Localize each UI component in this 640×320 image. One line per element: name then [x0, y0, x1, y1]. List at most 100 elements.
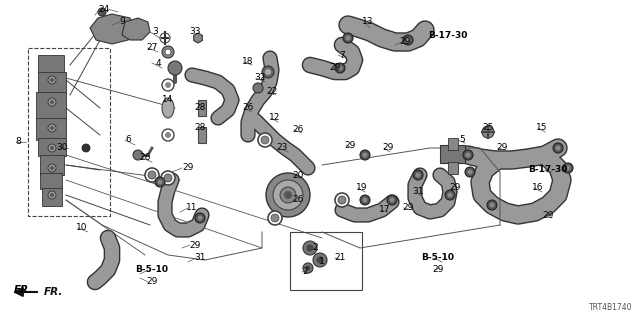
Bar — [38, 138, 66, 156]
Text: 29: 29 — [403, 204, 413, 212]
Text: 27: 27 — [147, 44, 157, 52]
Circle shape — [303, 241, 317, 255]
Circle shape — [482, 126, 494, 138]
Circle shape — [48, 98, 56, 106]
Bar — [198, 127, 206, 143]
Circle shape — [198, 215, 202, 220]
Circle shape — [307, 244, 314, 252]
Circle shape — [445, 190, 455, 200]
Circle shape — [253, 83, 263, 93]
Text: 24: 24 — [99, 4, 109, 13]
Circle shape — [362, 197, 367, 203]
Text: 25: 25 — [483, 124, 493, 132]
Text: 29: 29 — [496, 143, 508, 153]
Text: 29: 29 — [147, 277, 157, 286]
Text: 29: 29 — [182, 164, 194, 172]
Circle shape — [415, 172, 420, 178]
Text: 31: 31 — [412, 188, 424, 196]
Circle shape — [50, 193, 54, 197]
Text: 7: 7 — [339, 51, 345, 60]
Text: 16: 16 — [532, 183, 544, 193]
Text: 29: 29 — [382, 143, 394, 153]
Circle shape — [148, 171, 156, 179]
Text: 2: 2 — [312, 244, 318, 252]
Circle shape — [563, 163, 573, 173]
Circle shape — [266, 173, 310, 217]
Text: 14: 14 — [163, 95, 173, 105]
Circle shape — [50, 126, 54, 130]
Bar — [38, 55, 64, 73]
Circle shape — [413, 170, 423, 180]
Text: 19: 19 — [356, 183, 368, 193]
Text: 1: 1 — [319, 258, 325, 267]
Polygon shape — [194, 33, 202, 43]
Text: TRT4B1740: TRT4B1740 — [589, 303, 632, 312]
Circle shape — [553, 143, 563, 153]
Circle shape — [48, 124, 56, 132]
Text: 8: 8 — [15, 138, 21, 147]
Text: 17: 17 — [380, 205, 391, 214]
Text: 23: 23 — [276, 143, 288, 153]
Bar — [40, 173, 62, 189]
Circle shape — [165, 132, 171, 138]
Text: 2: 2 — [302, 268, 308, 276]
Circle shape — [273, 180, 303, 210]
Circle shape — [265, 69, 271, 75]
Circle shape — [490, 203, 495, 207]
Text: 28: 28 — [195, 103, 205, 113]
Circle shape — [467, 170, 472, 174]
Circle shape — [162, 129, 174, 141]
Text: 22: 22 — [266, 87, 278, 97]
Text: 33: 33 — [189, 28, 201, 36]
Circle shape — [48, 76, 56, 84]
Circle shape — [262, 66, 274, 78]
Text: 31: 31 — [195, 253, 205, 262]
Circle shape — [403, 35, 413, 45]
Text: B-17-30: B-17-30 — [528, 165, 568, 174]
Bar — [448, 162, 458, 174]
Text: 29: 29 — [449, 183, 461, 193]
Text: 3: 3 — [152, 28, 158, 36]
Text: 29: 29 — [344, 140, 356, 149]
Bar — [448, 138, 458, 150]
Circle shape — [317, 257, 323, 263]
Circle shape — [360, 150, 370, 160]
Text: 29: 29 — [330, 63, 340, 73]
Text: 21: 21 — [334, 253, 346, 262]
Text: B-5-10: B-5-10 — [422, 253, 454, 262]
Circle shape — [566, 165, 570, 171]
Circle shape — [305, 266, 310, 270]
Circle shape — [133, 150, 143, 160]
Circle shape — [161, 171, 175, 185]
Bar — [28, 48, 110, 216]
Circle shape — [390, 197, 394, 203]
Circle shape — [50, 100, 54, 104]
Circle shape — [313, 253, 327, 267]
Text: 32: 32 — [254, 74, 266, 83]
Text: 12: 12 — [269, 114, 281, 123]
Text: 29: 29 — [432, 266, 444, 275]
Circle shape — [346, 36, 351, 41]
Text: 26: 26 — [243, 103, 253, 113]
Circle shape — [164, 174, 172, 182]
Circle shape — [48, 144, 56, 152]
Circle shape — [50, 78, 54, 82]
Ellipse shape — [162, 98, 174, 118]
Text: 28: 28 — [195, 124, 205, 132]
Circle shape — [165, 82, 171, 88]
Bar — [42, 188, 62, 206]
Circle shape — [284, 191, 292, 199]
Bar — [440, 145, 465, 163]
Circle shape — [48, 191, 56, 199]
Circle shape — [162, 79, 174, 91]
Text: FR.: FR. — [44, 287, 63, 297]
Text: 26: 26 — [292, 196, 304, 204]
Text: 11: 11 — [186, 204, 198, 212]
Text: 5: 5 — [459, 135, 465, 145]
Circle shape — [261, 136, 269, 144]
Circle shape — [157, 180, 163, 185]
Text: B-5-10: B-5-10 — [136, 266, 168, 275]
Circle shape — [145, 168, 159, 182]
Text: 13: 13 — [362, 18, 374, 27]
Text: FR.: FR. — [13, 285, 33, 295]
